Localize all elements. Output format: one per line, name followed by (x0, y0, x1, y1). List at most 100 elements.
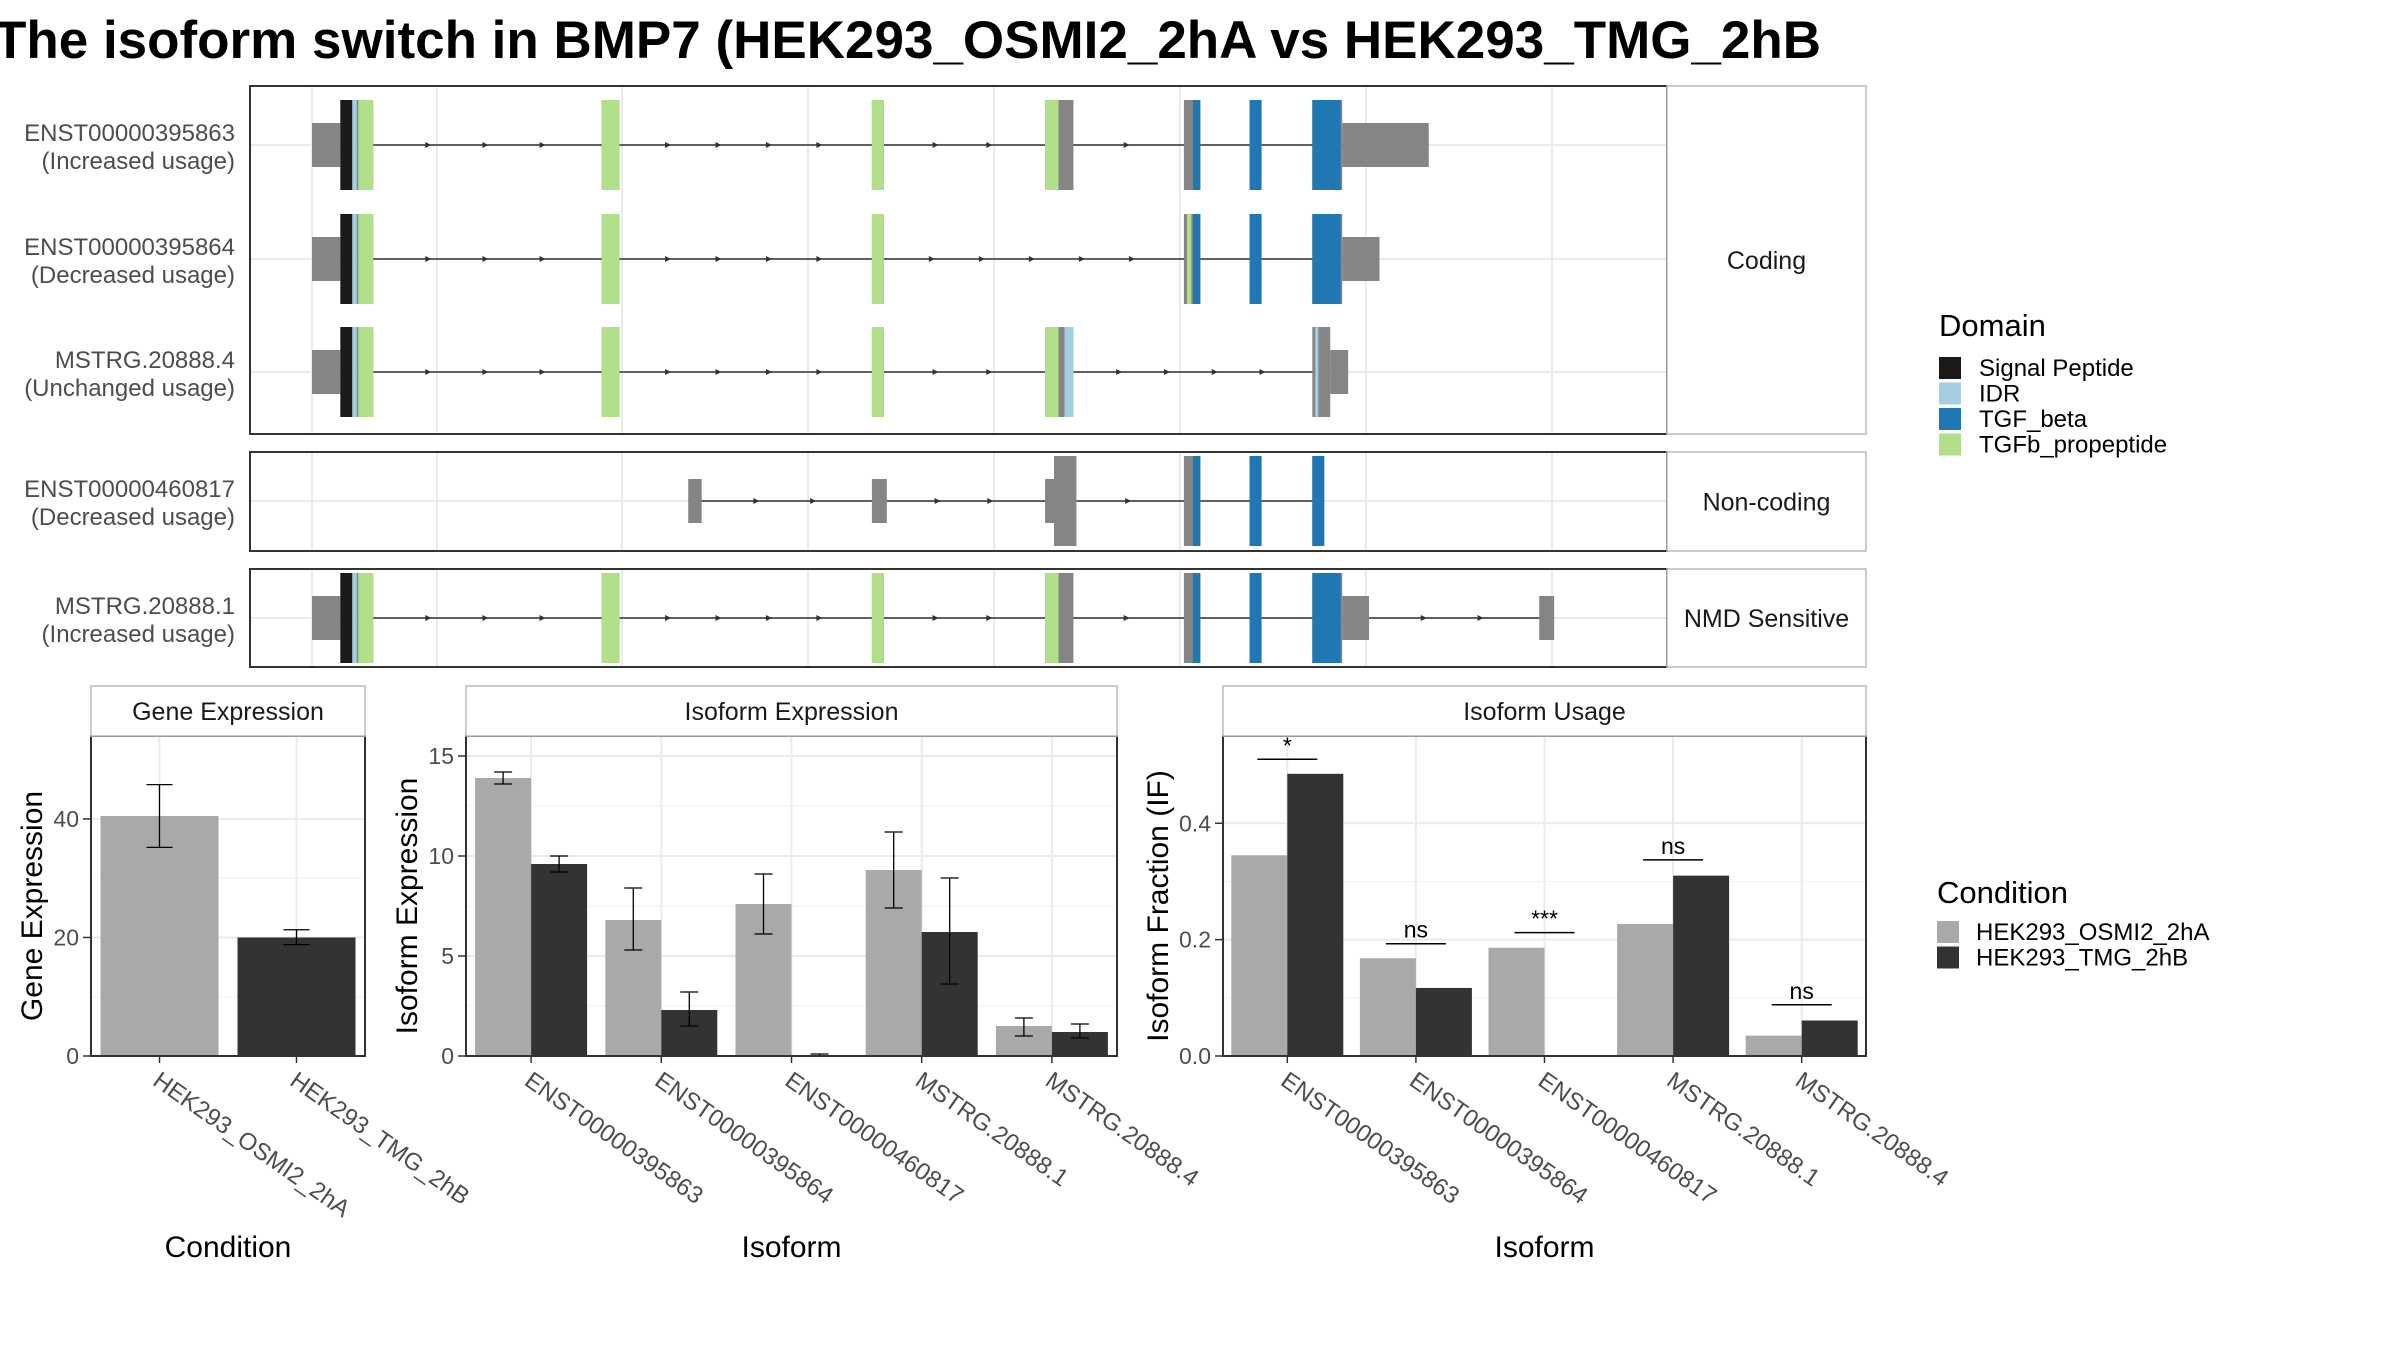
transcript-label: MSTRG.20888.1 (55, 593, 235, 620)
intron-arrow (665, 369, 672, 375)
domain-tgfb-propeptide (1186, 214, 1192, 304)
bar-hek293-tmg-2hb-mstrg-20888-1 (1673, 875, 1730, 1056)
legend-key-idr (1939, 382, 1961, 405)
y-tick-label: 0.0 (1179, 1043, 1211, 1069)
domain-tgfb-propeptide (871, 100, 884, 190)
x-axis-title: Isoform (741, 1231, 841, 1264)
transcript-usage-label: (Unchanged usage) (24, 375, 235, 402)
bar-hek293-osmi2-2ha-enst00000395863 (1231, 855, 1288, 1056)
facet-strip (90, 685, 366, 737)
domain-tgfb-propeptide (601, 214, 620, 304)
intron-arrow (1163, 369, 1170, 375)
intron-arrow (816, 615, 823, 621)
intron-arrow (986, 369, 993, 375)
intron-arrow (482, 369, 489, 375)
domain-tgf-beta (1312, 456, 1325, 546)
chart-title: The isoform switch in BMP7 (HEK293_OSMI2… (0, 11, 1821, 70)
intron-arrow (1211, 369, 1218, 375)
legend-key-tgfb-propeptide (1939, 433, 1961, 456)
exon (1054, 456, 1077, 546)
domain-tgfb-propeptide (1045, 100, 1059, 190)
bar-hek293-osmi2-2ha-hek293-osmi2-2ha (100, 816, 219, 1056)
bar-hek293-osmi2-2ha-mstrg-20888-1 (1617, 923, 1674, 1056)
bar-hek293-tmg-2hb-enst00000395864 (1415, 987, 1472, 1056)
domain-tgfb-propeptide (871, 327, 884, 417)
domain-idr (352, 214, 357, 304)
intron-arrow (482, 256, 489, 262)
intron-arrow (1123, 142, 1130, 148)
facet-strip-label: Isoform Expression (685, 698, 899, 726)
facet-strip (465, 685, 1118, 737)
intron-arrow (665, 615, 672, 621)
intron-arrow (539, 369, 546, 375)
intron-arrow (753, 498, 760, 504)
domain-signal-peptide (340, 573, 353, 663)
transcript-mstrg-20888-4: MSTRG.20888.4(Unchanged usage) (24, 327, 1349, 417)
transcript-label: ENST00000395864 (24, 234, 235, 261)
intron-arrow (715, 369, 722, 375)
y-tick-label: 0.4 (1179, 810, 1211, 836)
domain-tgf-beta (1192, 456, 1201, 546)
transcript-enst00000395863: ENST00000395863(Increased usage) (24, 100, 1429, 190)
intron-arrow (715, 615, 722, 621)
domain-idr (352, 327, 357, 417)
bar-hek293-tmg-2hb-mstrg-20888-4 (1801, 1020, 1858, 1056)
exon (1045, 479, 1055, 523)
y-tick-label: 15 (428, 743, 454, 769)
transcript-mstrg-20888-1: MSTRG.20888.1(Increased usage) (42, 573, 1555, 663)
legend-label: TGF_beta (1979, 406, 2088, 433)
facet-strip-label: NMD Sensitive (1684, 605, 1849, 633)
y-tick-label: 40 (53, 806, 79, 832)
intron-arrow (1123, 615, 1130, 621)
legend-key-hek293-tmg-2hb (1937, 946, 1959, 969)
intron-arrow (665, 256, 672, 262)
domain-tgfb-propeptide (601, 573, 620, 663)
legend-title: Domain (1939, 308, 2046, 343)
intron-arrow (425, 256, 432, 262)
intron-arrow (765, 615, 772, 621)
bar-hek293-osmi2-2ha-mstrg-20888-4 (1745, 1035, 1802, 1056)
transcript-usage-label: (Increased usage) (42, 148, 235, 175)
intron-arrow (816, 369, 823, 375)
transcript-label: ENST00000395863 (24, 120, 235, 147)
domain-tgf-beta (1192, 573, 1201, 663)
intron-arrow (1028, 256, 1035, 262)
legend-key-signal-peptide (1939, 357, 1961, 379)
facet-strip (1222, 685, 1867, 737)
intron-arrow (539, 142, 546, 148)
intron-arrow (715, 256, 722, 262)
intron-arrow (1420, 615, 1427, 621)
intron-arrow (1477, 615, 1484, 621)
transcript-enst00000460817: ENST00000460817(Decreased usage) (24, 456, 1325, 546)
intron-arrow (932, 615, 939, 621)
domain-tgf-beta (1249, 214, 1262, 304)
intron-arrow (932, 142, 939, 148)
bar-hek293-osmi2-2ha-enst00000395863 (475, 778, 532, 1056)
exon (312, 123, 341, 167)
y-tick-label: 0 (66, 1043, 79, 1069)
facet-strip-label: Gene Expression (132, 698, 324, 726)
exon (1330, 350, 1349, 394)
intron-arrow (482, 615, 489, 621)
bar-hek293-tmg-2hb-hek293-tmg-2hb (237, 937, 356, 1056)
exon (1342, 237, 1380, 281)
legend-label: Signal Peptide (1979, 355, 2134, 382)
significance-label: * (1283, 732, 1292, 758)
domain-tgfb-propeptide (1045, 573, 1059, 663)
intron-arrow (987, 498, 994, 504)
domain-tgfb-propeptide (358, 214, 374, 304)
domain-tgf-beta (1192, 100, 1201, 190)
y-tick-label: 20 (53, 924, 79, 950)
domain-idr (352, 100, 357, 190)
transcript-panel-non-coding: ENST00000460817(Decreased usage) Non-codi… (24, 451, 1867, 552)
intron-arrow (765, 256, 772, 262)
facet-strip-label: Isoform Usage (1463, 698, 1626, 726)
intron-arrow (928, 256, 935, 262)
exon (1312, 327, 1331, 417)
domain-tgf-beta (1192, 214, 1201, 304)
domain-signal-peptide (340, 327, 353, 417)
